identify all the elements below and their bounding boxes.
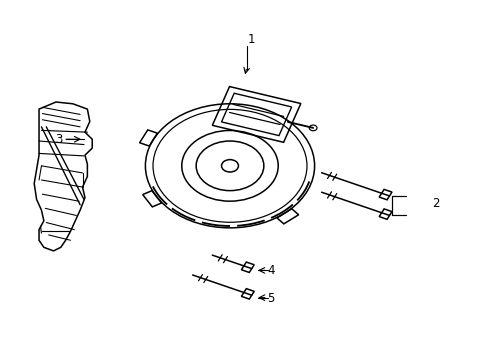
- Text: 2: 2: [431, 197, 438, 210]
- Text: 1: 1: [247, 33, 255, 46]
- Text: 4: 4: [267, 264, 274, 277]
- Text: 5: 5: [267, 292, 274, 305]
- Text: 3: 3: [55, 133, 62, 146]
